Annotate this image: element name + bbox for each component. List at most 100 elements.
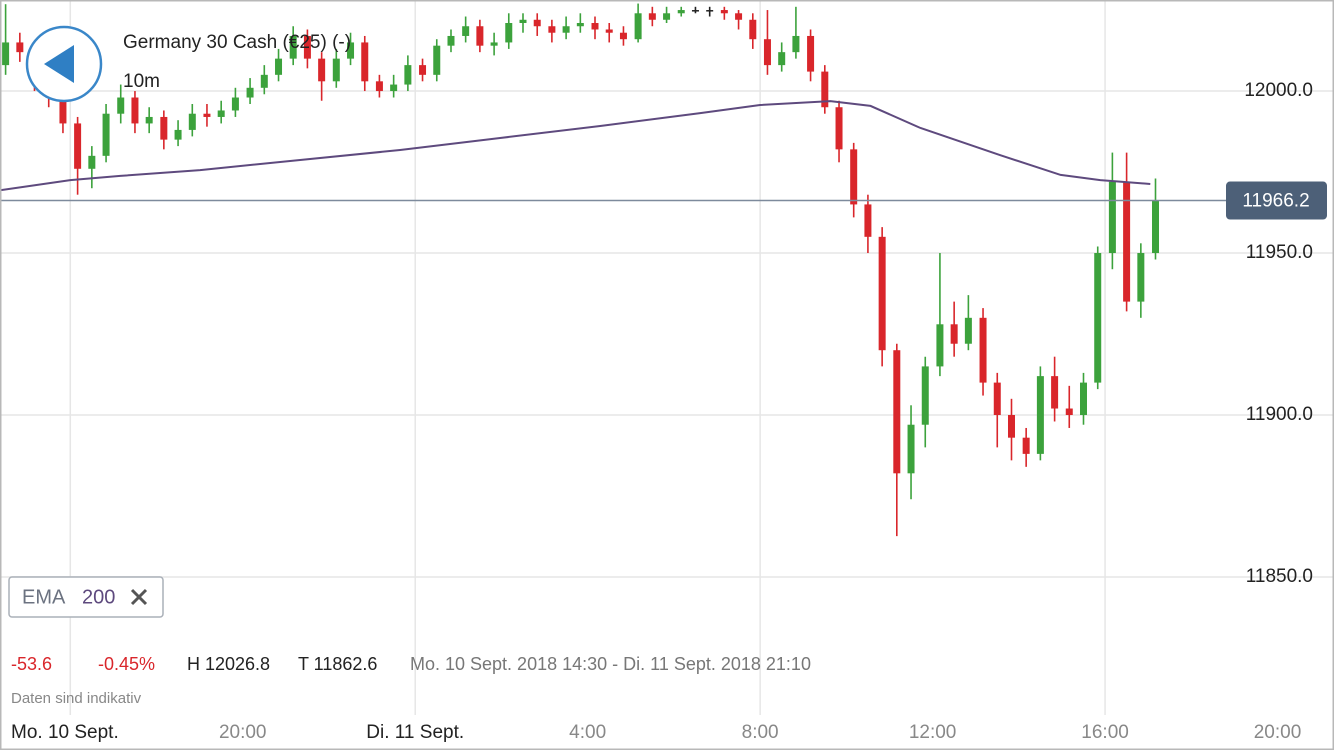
candle-body — [419, 65, 427, 75]
candle-body — [462, 26, 470, 36]
x-tick-label: 8:00 — [742, 722, 779, 743]
candle-body — [1065, 408, 1073, 416]
candle-body — [217, 110, 225, 117]
candle-body — [476, 26, 484, 46]
candle-body — [979, 317, 987, 383]
chart-title: Germany 30 Cash (€25) (-) — [123, 32, 351, 53]
y-tick-label: 11850.0 — [1246, 566, 1313, 587]
current-price-label: 11966.2 — [1242, 191, 1309, 212]
candle-body — [792, 35, 800, 53]
ema-remove[interactable] — [130, 588, 148, 606]
candle-body — [188, 113, 196, 130]
candle-body — [576, 23, 584, 27]
current-price-badge — [1226, 181, 1327, 220]
ema-line — [0, 100, 1151, 192]
candle-body — [332, 58, 340, 82]
candle-body — [246, 87, 254, 98]
candle-body — [289, 35, 297, 59]
date-label-bg — [1, 715, 146, 749]
y-tick-label: 12000.0 — [1244, 80, 1313, 101]
x-start-label: Mo. 10 Sept. — [11, 722, 119, 743]
candle-body — [591, 23, 599, 30]
candle-body — [16, 42, 24, 53]
back-button[interactable] — [25, 25, 103, 103]
x-tick-label: 20:00 — [219, 722, 267, 743]
candle-body — [533, 19, 541, 27]
candle-body — [936, 324, 944, 367]
candle-body — [519, 19, 527, 24]
change: -53.6 — [11, 654, 52, 674]
ema-name: EMA — [22, 586, 66, 608]
candle-body — [548, 26, 556, 33]
high: H 12026.8 — [187, 654, 270, 674]
candle-body — [850, 149, 858, 205]
x-tick-label: 16:00 — [1081, 722, 1129, 743]
candle-body — [864, 204, 872, 237]
y-tick-label: 11900.0 — [1246, 404, 1313, 425]
candle-body — [735, 13, 743, 20]
candle-body — [950, 324, 958, 344]
candle-body — [375, 81, 383, 92]
range: Mo. 10 Sept. 2018 14:30 - Di. 11 Sept. 2… — [410, 654, 811, 674]
candle-body — [203, 113, 211, 117]
candle-body — [1079, 382, 1087, 416]
candle-body — [619, 32, 627, 40]
candle-body — [390, 84, 398, 92]
candle-body — [131, 97, 139, 124]
candle-body — [1007, 415, 1015, 438]
candle-body — [117, 97, 125, 114]
candle-body — [778, 52, 786, 66]
candle-body — [634, 13, 642, 40]
candle-body — [706, 10, 714, 12]
ema-chip-box[interactable] — [8, 576, 164, 618]
candle-body — [749, 19, 757, 40]
candle-body — [1108, 181, 1116, 254]
candle-body — [807, 35, 815, 72]
candle-body — [907, 424, 915, 474]
x-tick-label: 12:00 — [909, 722, 957, 743]
candle-body — [648, 13, 656, 20]
x-tick-label: 4:00 — [569, 722, 606, 743]
interval: 10m — [123, 71, 160, 92]
candle-body — [893, 350, 901, 474]
candle-body — [102, 113, 110, 156]
date-label-bg — [345, 715, 486, 749]
candle-body — [1123, 181, 1131, 302]
ema-chip[interactable]: EMA 200 — [8, 576, 164, 618]
candle-body — [404, 65, 412, 85]
candle-body — [59, 97, 67, 124]
x-tick-label: Di. 11 Sept. — [366, 722, 464, 743]
candle-body — [490, 42, 498, 46]
candle-body — [303, 35, 311, 59]
candle-body — [174, 129, 182, 140]
y-tick-label: 11950.0 — [1246, 242, 1313, 263]
candle-body — [964, 317, 972, 344]
labels: 11850.0 11900.0 11950.0 12000.0 20:00 Di. 11 … — [1, 80, 1327, 749]
candle-body — [74, 123, 82, 169]
candle-body — [921, 366, 929, 425]
candle-body — [160, 116, 168, 140]
candle-body — [318, 58, 326, 82]
candle-body — [361, 42, 369, 82]
x-tick-label: 20:00 — [1254, 722, 1302, 743]
candle-body — [88, 155, 96, 169]
ema-period: 200 — [82, 586, 115, 608]
candle-body — [1022, 437, 1030, 454]
candle-body — [835, 107, 843, 150]
candle-body — [1137, 253, 1145, 302]
candle-body — [1036, 376, 1044, 454]
note: Daten sind indikativ — [11, 690, 142, 707]
candle-body — [260, 74, 268, 88]
candle-body — [1094, 253, 1102, 383]
candle-body — [1152, 200, 1160, 254]
grid — [0, 0, 1334, 715]
candle-body — [663, 13, 671, 20]
candle-body — [505, 23, 513, 43]
back-arrow[interactable] — [44, 45, 74, 83]
candle-body — [347, 42, 355, 59]
candle-body — [720, 10, 728, 14]
candle-body — [231, 97, 239, 111]
